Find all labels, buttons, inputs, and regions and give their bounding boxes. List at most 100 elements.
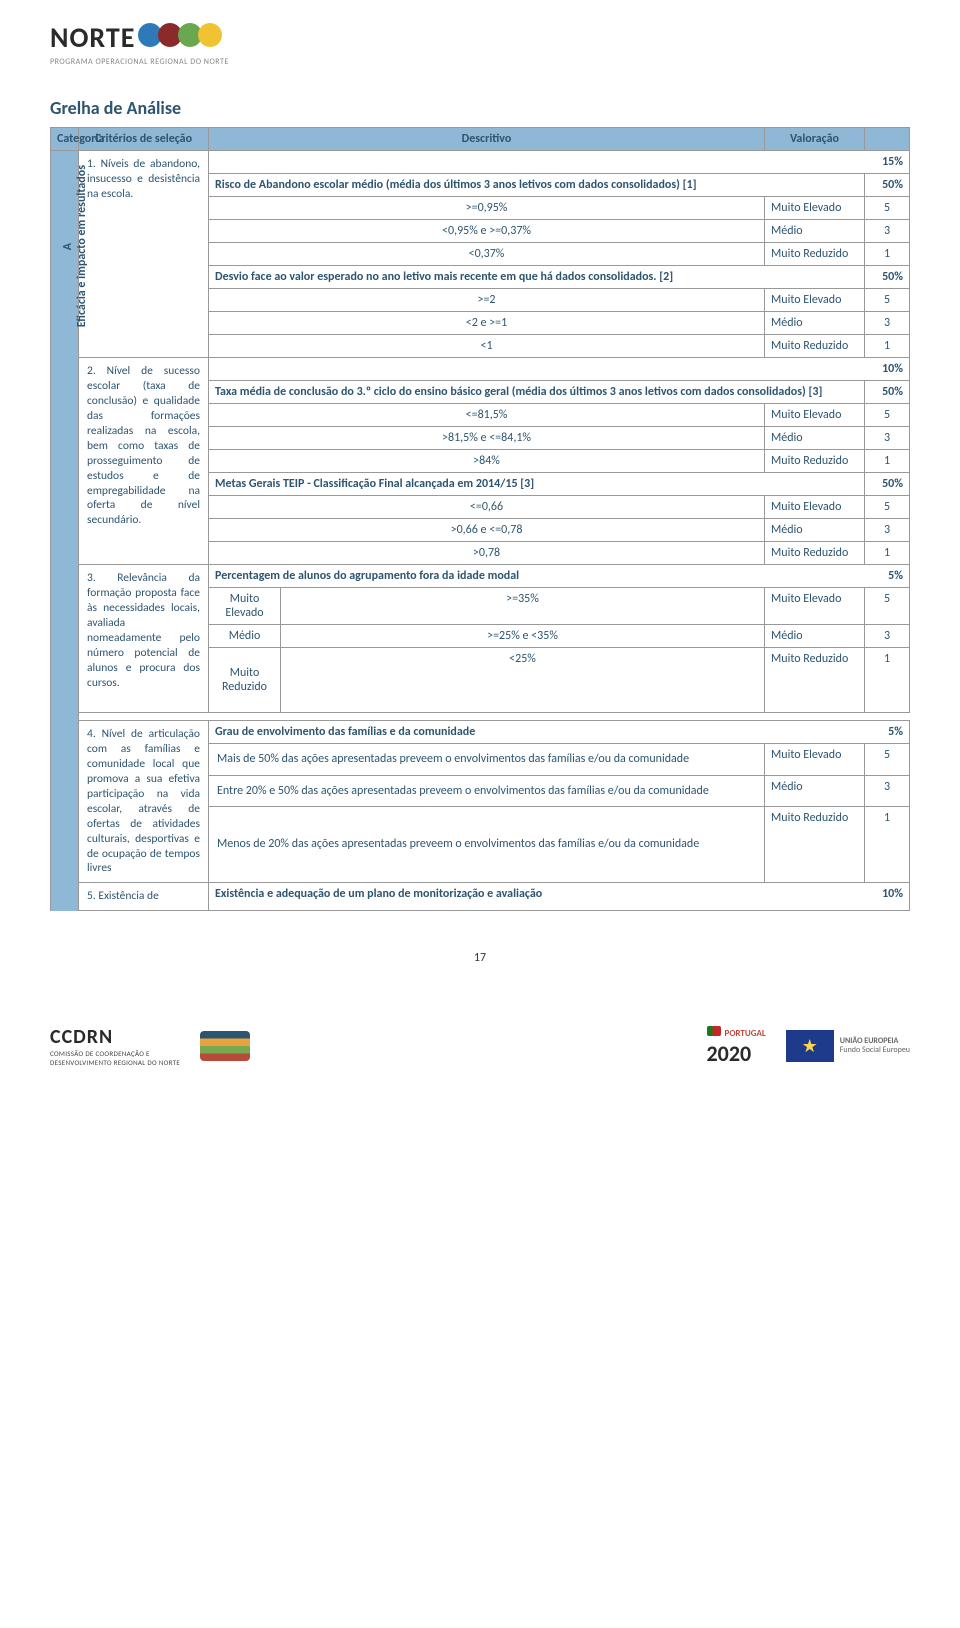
c2s2-v2: Muito Reduzido xyxy=(765,542,865,565)
c3-s1: 3 xyxy=(865,625,910,648)
c1s1-s1: 3 xyxy=(865,220,910,243)
header-logo: NORTE PROGRAMA OPERACIONAL REGIONAL DO N… xyxy=(50,20,910,67)
crit2-sub2-weight: 50% xyxy=(865,473,910,496)
dot-icon xyxy=(198,23,222,47)
c1s2-d2: <1 xyxy=(209,335,765,358)
category-label: Eficácia e impacto em resultados xyxy=(75,165,89,327)
portugal2020-logo: PORTUGAL 2020 xyxy=(707,1025,766,1067)
page-number: 17 xyxy=(50,951,910,965)
c2s1-s1: 3 xyxy=(865,427,910,450)
c1s1-v1: Médio xyxy=(765,220,865,243)
c2s2-s0: 5 xyxy=(865,496,910,519)
divider xyxy=(79,713,910,721)
c4-d0: Mais de 50% das ações apresentadas preve… xyxy=(209,744,765,775)
c3-d0: >=35% xyxy=(281,588,765,625)
crit4-cell: 4. Nível de articulação com as famílias … xyxy=(79,721,209,883)
crit5-cell: 5. Existência de xyxy=(79,883,209,911)
c2s1-v0: Muito Elevado xyxy=(765,404,865,427)
c1s2-v2: Muito Reduzido xyxy=(765,335,865,358)
c2s1-d0: <=81,5% xyxy=(209,404,765,427)
category-cell: A Eficácia e impacto em resultados xyxy=(51,151,79,911)
crit1-sub2-weight: 50% xyxy=(865,266,910,289)
c1s1-d1: <0,95% e >=0,37% xyxy=(209,220,765,243)
crit1-text: 1. Níveis de abandono, insucesso e desis… xyxy=(85,155,202,204)
ccdrn-text: CCDRN xyxy=(50,1025,180,1049)
c4-s1: 3 xyxy=(865,775,910,806)
c2s2-v0: Muito Elevado xyxy=(765,496,865,519)
wave-icon xyxy=(200,1031,250,1061)
c1s2-s0: 5 xyxy=(865,289,910,312)
c4-s2: 1 xyxy=(865,807,910,883)
p2020-text: 2020 xyxy=(707,1040,766,1067)
hdr-descritivo: Descritivo xyxy=(209,128,765,151)
c3-v0: Muito Elevado xyxy=(765,588,865,625)
logo-main-text: NORTE xyxy=(50,20,135,55)
c3-l0: Muito Elevado xyxy=(209,588,281,625)
hdr-criterios: Critérios de seleção xyxy=(79,128,209,151)
c3-d2: <25% xyxy=(281,648,765,713)
crit3-cell: 3. Relevância da formação proposta face … xyxy=(79,565,209,713)
c1s2-d0: >=2 xyxy=(209,289,765,312)
crit2-empty xyxy=(209,358,865,381)
eu-flag-icon: ★ xyxy=(786,1030,834,1062)
c2s2-d1: >0,66 e <=0,78 xyxy=(209,519,765,542)
crit3-text: 3. Relevância da formação proposta face … xyxy=(85,569,202,693)
c2s2-d0: <=0,66 xyxy=(209,496,765,519)
ccdrn-logo: CCDRN COMISSÃO DE COORDENAÇÃO E DESENVOL… xyxy=(50,1025,180,1067)
footer: CCDRN COMISSÃO DE COORDENAÇÃO E DESENVOL… xyxy=(50,1025,910,1067)
c4-v2: Muito Reduzido xyxy=(765,807,865,883)
crit5-weight: 10% xyxy=(865,883,910,911)
c2s2-s1: 3 xyxy=(865,519,910,542)
logo-subtitle: PROGRAMA OPERACIONAL REGIONAL DO NORTE xyxy=(50,57,910,67)
pt-flag-icon xyxy=(707,1026,721,1036)
crit2-weight: 10% xyxy=(865,358,910,381)
crit1-sub2-title: Desvio face ao valor esperado no ano let… xyxy=(209,266,865,289)
eu-text-block: UNIÃO EUROPEIA Fundo Social Europeu xyxy=(840,1037,910,1056)
eu-logo-block: ★ UNIÃO EUROPEIA Fundo Social Europeu xyxy=(786,1030,910,1062)
c1s1-d0: >=0,95% xyxy=(209,197,765,220)
hdr-valoracao: Valoração xyxy=(765,128,865,151)
c1s2-s1: 3 xyxy=(865,312,910,335)
c1s1-v0: Muito Elevado xyxy=(765,197,865,220)
c3-l1: Médio xyxy=(209,625,281,648)
c3-v1: Médio xyxy=(765,625,865,648)
c1s2-s2: 1 xyxy=(865,335,910,358)
ccdrn-sub1: COMISSÃO DE COORDENAÇÃO E xyxy=(50,1049,180,1058)
crit2-text: 2. Nível de sucesso escolar (taxa de con… xyxy=(85,362,202,530)
c4-s0: 5 xyxy=(865,744,910,775)
crit1-sub1-title: Risco de Abandono escolar médio (média d… xyxy=(209,174,865,197)
c1s1-v2: Muito Reduzido xyxy=(765,243,865,266)
crit1-weight: 15% xyxy=(865,151,910,174)
crit4-weight: 5% xyxy=(865,721,910,744)
c1s1-s0: 5 xyxy=(865,197,910,220)
analysis-grid: Categoria Critérios de seleção Descritiv… xyxy=(50,127,910,911)
crit2-sub1-weight: 50% xyxy=(865,381,910,404)
crit2-sub2-title: Metas Gerais TEIP - Classificação Final … xyxy=(209,473,865,496)
footer-right-logos: PORTUGAL 2020 ★ UNIÃO EUROPEIA Fundo Soc… xyxy=(707,1025,910,1067)
c4-v1: Médio xyxy=(765,775,865,806)
crit5-sub-title: Existência e adequação de um plano de mo… xyxy=(209,883,865,911)
table-header-row: Categoria Critérios de seleção Descritiv… xyxy=(51,128,910,151)
c3-v2: Muito Reduzido xyxy=(765,648,865,713)
c2s1-d1: >81,5% e <=84,1% xyxy=(209,427,765,450)
c2s2-s2: 1 xyxy=(865,542,910,565)
ccdrn-sub2: DESENVOLVIMENTO REGIONAL DO NORTE xyxy=(50,1058,180,1067)
crit1-empty xyxy=(209,151,865,174)
crit5-text: 5. Existência de xyxy=(85,887,202,906)
c2s1-v1: Médio xyxy=(765,427,865,450)
crit4-text: 4. Nível de articulação com as famílias … xyxy=(85,725,202,878)
category-code: A xyxy=(61,242,75,249)
c1s2-v0: Muito Elevado xyxy=(765,289,865,312)
crit2-cell: 2. Nível de sucesso escolar (taxa de con… xyxy=(79,358,209,565)
c1s1-s2: 1 xyxy=(865,243,910,266)
c1s1-d2: <0,37% xyxy=(209,243,765,266)
c1s2-d1: <2 e >=1 xyxy=(209,312,765,335)
c4-d1: Entre 20% e 50% das ações apresentadas p… xyxy=(209,775,765,806)
c2s2-d2: >0,78 xyxy=(209,542,765,565)
crit3-weight: 5% xyxy=(865,565,910,588)
crit1-sub1-weight: 50% xyxy=(865,174,910,197)
page-title: Grelha de Análise xyxy=(50,97,910,119)
hdr-empty xyxy=(865,128,910,151)
logo-2020-dots xyxy=(142,23,222,47)
c2s2-v1: Médio xyxy=(765,519,865,542)
